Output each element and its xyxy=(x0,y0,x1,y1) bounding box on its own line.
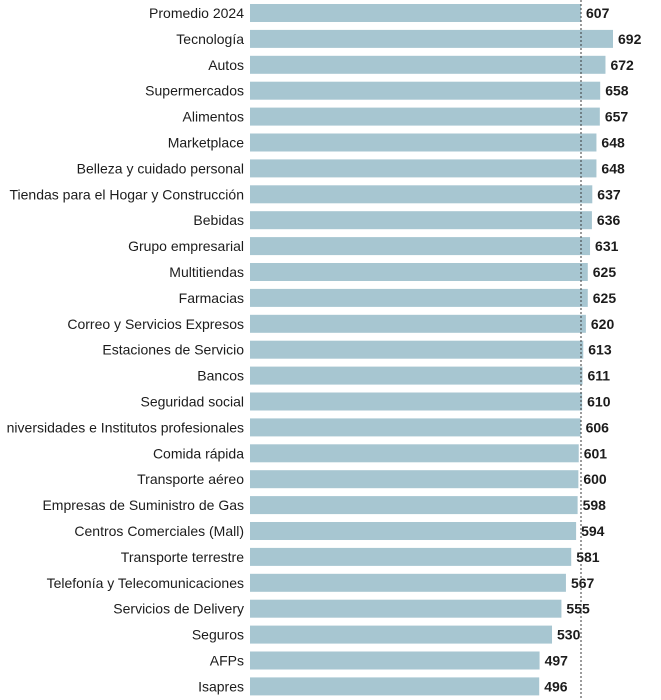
bar xyxy=(250,55,606,74)
value-label: 598 xyxy=(583,497,607,513)
value-label: 613 xyxy=(588,342,612,358)
category-label: Isapres xyxy=(198,678,244,694)
bar xyxy=(250,4,581,22)
category-label: Seguridad social xyxy=(140,394,244,410)
bar xyxy=(250,159,597,178)
category-label: AFPs xyxy=(210,653,244,669)
bar xyxy=(250,625,553,644)
category-label: Servicios de Delivery xyxy=(113,601,244,617)
bar xyxy=(250,677,540,696)
category-label: Tiendas para el Hogar y Construcción xyxy=(10,186,245,202)
category-label: Supermercados xyxy=(145,83,244,99)
bar xyxy=(250,444,579,463)
bar xyxy=(250,599,562,618)
value-label: 601 xyxy=(584,445,608,461)
category-label: Seguros xyxy=(192,627,244,643)
category-label: Bancos xyxy=(197,368,244,384)
bar xyxy=(250,573,566,592)
category-label: Grupo empresarial xyxy=(128,238,244,254)
value-label: 625 xyxy=(593,264,617,280)
category-label: Autos xyxy=(208,57,244,73)
value-label: 658 xyxy=(605,83,629,99)
bar xyxy=(250,470,579,489)
bar xyxy=(250,522,577,540)
value-label: 620 xyxy=(591,316,615,332)
bar xyxy=(250,133,597,152)
category-label: Tecnología xyxy=(176,31,244,47)
value-label: 594 xyxy=(581,523,605,539)
category-label: Bebidas xyxy=(193,212,244,228)
category-label: Marketplace xyxy=(168,135,244,151)
bar xyxy=(250,29,613,48)
value-label: 625 xyxy=(593,290,617,306)
category-label: Empresas de Suministro de Gas xyxy=(42,497,244,513)
bar xyxy=(250,496,578,515)
category-label: Transporte terrestre xyxy=(121,549,244,565)
bar xyxy=(250,237,591,256)
bar xyxy=(250,547,572,566)
category-label: Alimentos xyxy=(183,109,244,125)
bar xyxy=(250,340,584,359)
value-label: 636 xyxy=(597,212,621,228)
value-label: 606 xyxy=(586,419,610,435)
value-label: 648 xyxy=(601,160,625,176)
bar xyxy=(250,366,583,385)
value-label: 567 xyxy=(571,575,595,591)
value-label: 610 xyxy=(587,394,611,410)
bar xyxy=(250,418,581,437)
category-label: Telefonía y Telecomunicaciones xyxy=(47,575,244,591)
value-label: 555 xyxy=(566,601,590,617)
category-label: Transporte aéreo xyxy=(137,471,244,487)
category-label: Promedio 2024 xyxy=(149,5,244,21)
bar xyxy=(250,107,600,126)
value-label: 607 xyxy=(586,5,610,21)
category-label: niversidades e Institutos profesionales xyxy=(7,419,244,435)
value-label: 530 xyxy=(557,627,581,643)
value-label: 637 xyxy=(597,186,621,202)
value-label: 648 xyxy=(601,135,625,151)
bar xyxy=(250,211,592,230)
value-label: 600 xyxy=(583,471,607,487)
category-label: Multitiendas xyxy=(169,264,244,280)
category-label: Belleza y cuidado personal xyxy=(77,160,244,176)
value-label: 611 xyxy=(588,368,611,384)
bar xyxy=(250,651,540,670)
category-label: Centros Comerciales (Mall) xyxy=(74,523,244,539)
value-label: 581 xyxy=(576,549,600,565)
category-label: Estaciones de Servicio xyxy=(102,342,244,358)
value-label: 672 xyxy=(610,57,634,73)
category-label: Comida rápida xyxy=(153,445,244,461)
value-label: 631 xyxy=(595,238,619,254)
bar xyxy=(250,314,586,333)
bar xyxy=(250,288,588,307)
value-label: 497 xyxy=(545,653,569,669)
category-label: Farmacias xyxy=(179,290,244,306)
value-label: 496 xyxy=(544,678,568,694)
bar xyxy=(250,81,601,100)
value-label: 657 xyxy=(605,109,629,125)
category-label: Correo y Servicios Expresos xyxy=(67,316,244,332)
bar xyxy=(250,392,583,411)
bar xyxy=(250,185,593,204)
value-label: 692 xyxy=(618,31,642,47)
bar xyxy=(250,263,588,281)
